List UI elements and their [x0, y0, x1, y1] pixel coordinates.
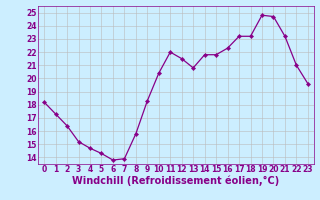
X-axis label: Windchill (Refroidissement éolien,°C): Windchill (Refroidissement éolien,°C): [72, 176, 280, 186]
